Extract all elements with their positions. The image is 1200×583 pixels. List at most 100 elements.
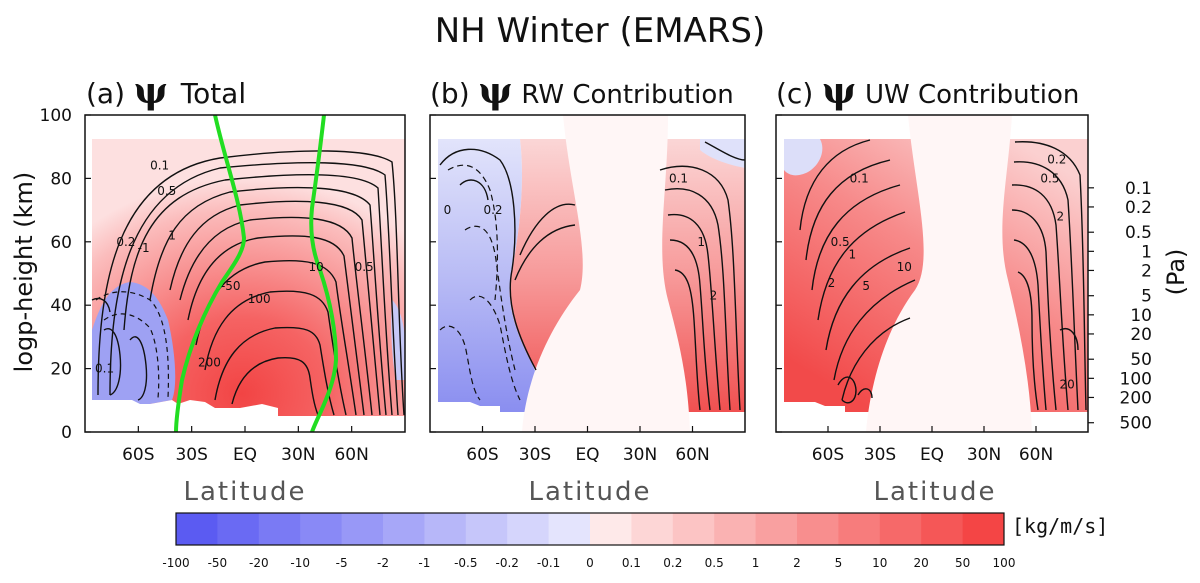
colorbar-bin <box>424 513 467 545</box>
lat-tick-label: 60S <box>466 445 498 465</box>
pressure-tick-label: 100 <box>1120 369 1152 389</box>
svg-text:(c) ψ UW Contribut: (c) ψ UW Contribution <box>776 70 1079 112</box>
colorbar-bin <box>507 513 550 545</box>
y-axis-label-left: logp-height (km) <box>10 172 38 373</box>
colorbar-tick-label: 0.5 <box>705 556 724 570</box>
pressure-tick-label: 20 <box>1130 325 1152 345</box>
contour-label: 10 <box>897 260 912 274</box>
contour-label: 0 <box>444 203 452 217</box>
colorbar-bin <box>383 513 425 545</box>
lat-tick-label: 30N <box>281 445 315 465</box>
colorbar-tick-label: 5 <box>835 556 843 570</box>
colorbar-bin <box>217 513 260 545</box>
height-tick-label: 0 <box>61 423 72 443</box>
panel-a-letter: (a) <box>86 77 125 110</box>
panel-b-title: (b) ψ RW Contribution <box>430 70 734 112</box>
height-tick-label: 40 <box>50 296 72 316</box>
contour-label: 200 <box>198 355 221 369</box>
colorbar-bin <box>797 513 839 545</box>
contour-label: 20 <box>1060 377 1075 391</box>
panel-b: 0 0.1 0.2 1 2 <box>429 114 746 433</box>
colorbar-bin <box>631 513 674 545</box>
panel-b-mask <box>522 115 690 432</box>
panel-a-label: Total <box>180 77 246 110</box>
panel-b-label: RW Contribution <box>521 80 733 110</box>
contour-label: 0.2 <box>1047 152 1066 166</box>
colorbar-tick-label: -2 <box>377 556 389 570</box>
height-tick-label: 20 <box>50 360 72 380</box>
contour-label: 0.1 <box>669 171 688 185</box>
colorbar: -100 -50 -20 -10 -5 -2 -1 -0.5 -0.2 -0.1 0 0.1 0.2 0.… <box>162 512 1015 570</box>
height-tick-label: 80 <box>50 169 72 189</box>
panel-a: 0.1 0.5 0.2 -1 1 -50 100 200 10 0.5 0.1 <box>84 114 406 433</box>
colorbar-bin <box>548 513 591 545</box>
colorbar-bin <box>590 513 632 545</box>
colorbar-bin <box>714 513 757 545</box>
panel-c-mask <box>866 115 1032 432</box>
colorbar-bin <box>341 513 384 545</box>
contour-label: 10 <box>308 260 323 274</box>
panel-b-letter: (b) <box>430 77 470 110</box>
contour-label: 1 <box>168 228 176 242</box>
colorbar-bin <box>879 513 922 545</box>
colorbar-tick-label: -10 <box>290 556 310 570</box>
colorbar-tick-label: 20 <box>914 556 929 570</box>
contour-label: 0.1 <box>850 171 869 185</box>
lat-tick-label: 60N <box>334 445 368 465</box>
colorbar-tick-label: -1 <box>418 556 430 570</box>
lat-tick-label: 60S <box>812 445 844 465</box>
contour-label: 0.5 <box>831 235 850 249</box>
contour-label: 2 <box>710 289 718 303</box>
colorbar-bin <box>921 513 964 545</box>
panel-c-symbol: ψ <box>822 70 856 112</box>
pressure-tick-label: 50 <box>1130 350 1152 370</box>
panel-c-title: (c) ψ UW Contribution <box>776 70 1079 112</box>
contour-label: -1 <box>138 241 150 255</box>
contour-label: 0.2 <box>483 203 502 217</box>
lat-tick-label: 30S <box>519 445 551 465</box>
pressure-tick-label: 0.2 <box>1125 198 1152 218</box>
colorbar-bin <box>465 513 508 545</box>
panel-b-topography <box>430 402 500 432</box>
colorbar-tick-label: 10 <box>872 556 887 570</box>
colorbar-tick-label: -0.5 <box>454 556 477 570</box>
panel-a-hadley-edge-right <box>309 114 339 433</box>
contour-label: 2 <box>1056 209 1064 223</box>
colorbar-bin <box>672 513 715 545</box>
colorbar-bin <box>300 513 343 545</box>
colorbar-tick-label: -50 <box>208 556 228 570</box>
height-tick-label: 100 <box>40 106 72 126</box>
x-axis-label-b: Latitude <box>528 477 651 507</box>
panel-b-symbol: ψ <box>479 70 513 112</box>
lat-tick-label: EQ <box>575 445 599 465</box>
lat-tick-label: 30S <box>175 445 207 465</box>
pressure-tick-label: 1 <box>1141 242 1152 262</box>
colorbar-bin <box>838 513 881 545</box>
lat-tick-label: EQ <box>920 445 944 465</box>
panel-c-contours <box>799 139 1087 411</box>
colorbar-tick-label: -0.1 <box>537 556 560 570</box>
colorbar-tick-label: 50 <box>955 556 970 570</box>
lat-tick-label: 30S <box>864 445 896 465</box>
lat-tick-label: EQ <box>233 445 257 465</box>
colorbar-tick-label: 1 <box>752 556 760 570</box>
x-axis-label-a: Latitude <box>183 477 306 507</box>
pressure-tick-label: 5 <box>1141 287 1152 307</box>
contour-label: 0.5 <box>355 260 374 274</box>
contour-label: 0.5 <box>157 184 176 198</box>
lat-tick-label: 30N <box>967 445 1001 465</box>
colorbar-tick-label: 2 <box>793 556 801 570</box>
contour-label: 1 <box>848 247 856 261</box>
contour-label: 0.1 <box>150 159 169 173</box>
colorbar-tick-label: 0 <box>586 556 594 570</box>
colorbar-bin <box>258 513 301 545</box>
contour-label: 1 <box>697 235 705 249</box>
x-axis-ticks: 60S 30S EQ 30N 60N 60S 30S EQ 30N 60N 60S 30S EQ 30N 6… <box>122 426 1053 465</box>
x-axis-label-c: Latitude <box>873 477 996 507</box>
colorbar-frame <box>175 512 1005 546</box>
height-tick-label: 60 <box>50 233 72 253</box>
lat-tick-label: 30N <box>623 445 657 465</box>
